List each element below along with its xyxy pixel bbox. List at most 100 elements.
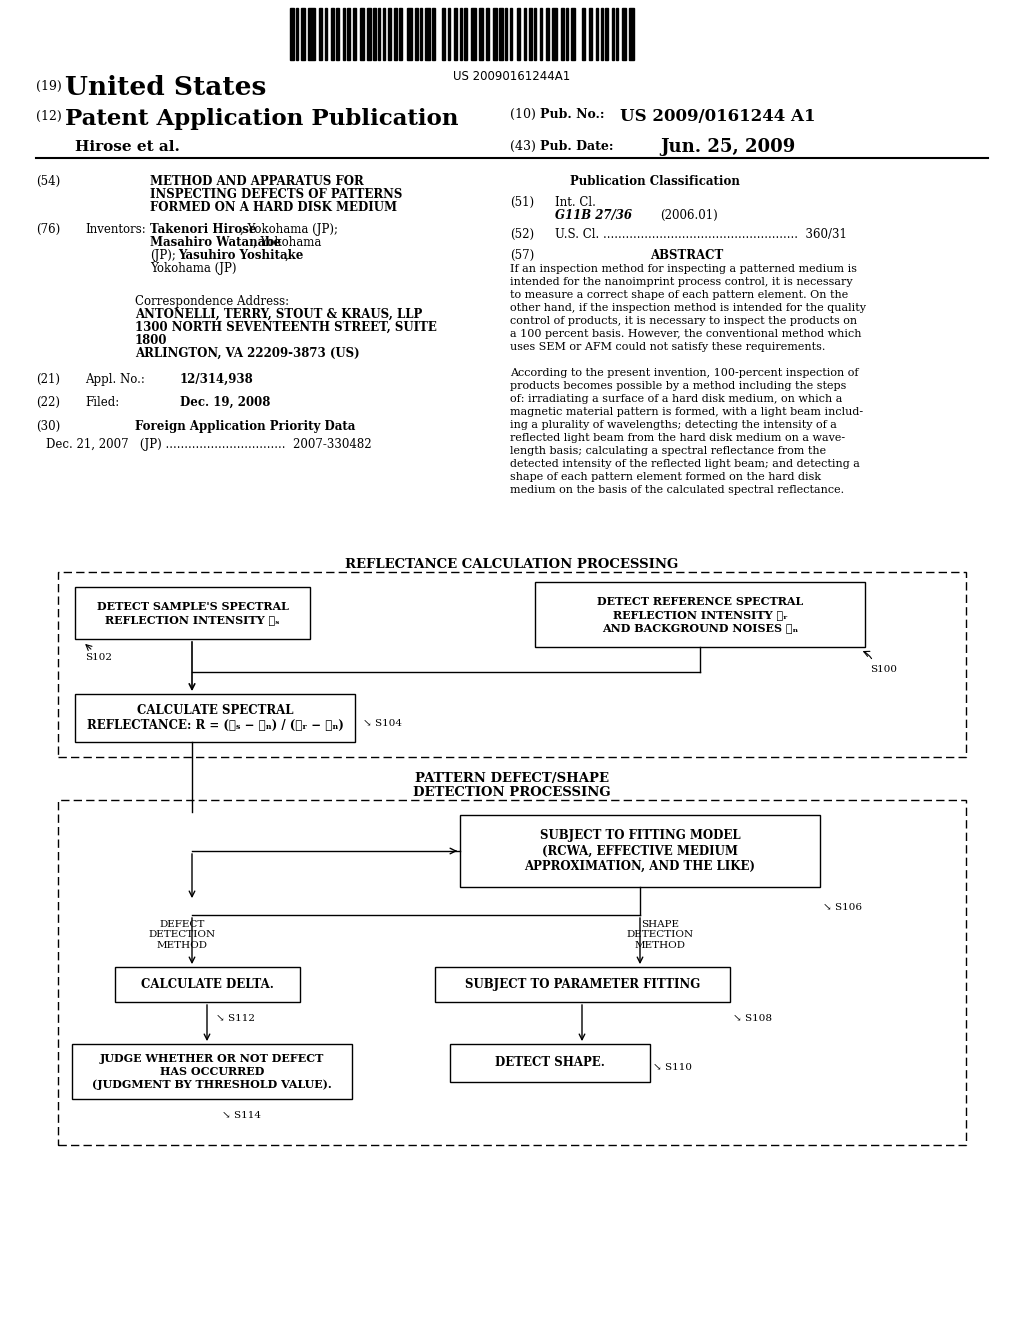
Bar xyxy=(505,8,507,59)
Bar xyxy=(336,8,339,59)
Text: DETECT REFERENCE SPECTRAL
REFLECTION INTENSITY ℓᵣ
AND BACKGROUND NOISES ℓₙ: DETECT REFERENCE SPECTRAL REFLECTION INT… xyxy=(597,597,803,632)
Bar xyxy=(499,8,503,59)
Text: (10): (10) xyxy=(510,108,536,121)
Bar xyxy=(347,8,350,59)
Bar xyxy=(535,582,865,647)
Text: METHOD AND APPARATUS FOR: METHOD AND APPARATUS FOR xyxy=(150,176,364,187)
Bar xyxy=(454,8,457,59)
Bar xyxy=(612,8,614,59)
Text: Publication Classification: Publication Classification xyxy=(570,176,740,187)
Bar xyxy=(471,8,476,59)
Text: (30): (30) xyxy=(36,420,60,433)
Text: Pub. Date:: Pub. Date: xyxy=(540,140,613,153)
Text: Masahiro Watanabe: Masahiro Watanabe xyxy=(150,236,282,249)
Text: (21): (21) xyxy=(36,374,60,385)
Bar xyxy=(552,8,557,59)
Text: Takenori Hirose: Takenori Hirose xyxy=(150,223,256,236)
Text: FORMED ON A HARD DISK MEDIUM: FORMED ON A HARD DISK MEDIUM xyxy=(150,201,397,214)
Text: CALCULATE SPECTRAL
REFLECTANCE: R = (ℓₛ − ℓₙ) / (ℓᵣ − ℓₙ): CALCULATE SPECTRAL REFLECTANCE: R = (ℓₛ … xyxy=(87,704,343,733)
Text: Dec. 19, 2008: Dec. 19, 2008 xyxy=(180,396,270,409)
Text: ↘ S112: ↘ S112 xyxy=(215,1014,255,1023)
Bar xyxy=(58,572,966,756)
Bar xyxy=(383,8,385,59)
Text: US 20090161244A1: US 20090161244A1 xyxy=(454,70,570,83)
Bar xyxy=(432,8,435,59)
Bar xyxy=(629,8,634,59)
Text: JUDGE WHETHER OR NOT DEFECT
HAS OCCURRED
(JUDGMENT BY THRESHOLD VALUE).: JUDGE WHETHER OR NOT DEFECT HAS OCCURRED… xyxy=(92,1053,332,1090)
Bar xyxy=(343,8,345,59)
Text: SHAPE
DETECTION
METHOD: SHAPE DETECTION METHOD xyxy=(627,920,693,950)
Bar xyxy=(373,8,376,59)
Text: ↘ S104: ↘ S104 xyxy=(362,718,402,727)
Bar xyxy=(589,8,592,59)
Bar xyxy=(290,8,294,59)
Text: magnetic material pattern is formed, with a light beam includ-: magnetic material pattern is formed, wit… xyxy=(510,407,863,417)
Bar xyxy=(331,8,334,59)
Text: S102: S102 xyxy=(85,653,112,663)
Bar xyxy=(378,8,380,59)
Text: (2006.01): (2006.01) xyxy=(660,209,718,222)
Bar xyxy=(319,8,322,59)
Text: Dec. 21, 2007   (JP) ................................  2007-330482: Dec. 21, 2007 (JP) .....................… xyxy=(46,438,372,451)
Text: Jun. 25, 2009: Jun. 25, 2009 xyxy=(660,139,796,156)
Bar xyxy=(566,8,568,59)
Text: PATTERN DEFECT/SHAPE: PATTERN DEFECT/SHAPE xyxy=(415,772,609,785)
Bar xyxy=(72,1044,352,1100)
Bar xyxy=(486,8,489,59)
Bar xyxy=(510,8,512,59)
Text: US 2009/0161244 A1: US 2009/0161244 A1 xyxy=(620,108,815,125)
Bar xyxy=(622,8,626,59)
Bar xyxy=(399,8,402,59)
Text: United States: United States xyxy=(65,75,266,100)
Bar xyxy=(308,8,315,59)
Text: If an inspection method for inspecting a patterned medium is: If an inspection method for inspecting a… xyxy=(510,264,857,275)
Text: Foreign Application Priority Data: Foreign Application Priority Data xyxy=(135,420,355,433)
Text: Int. Cl.: Int. Cl. xyxy=(555,195,596,209)
Text: Correspondence Address:: Correspondence Address: xyxy=(135,294,289,308)
Text: reflected light beam from the hard disk medium on a wave-: reflected light beam from the hard disk … xyxy=(510,433,845,444)
Text: SUBJECT TO PARAMETER FITTING: SUBJECT TO PARAMETER FITTING xyxy=(465,978,700,991)
Text: products becomes possible by a method including the steps: products becomes possible by a method in… xyxy=(510,381,847,391)
Bar xyxy=(407,8,412,59)
Text: DEFECT
DETECTION
METHOD: DEFECT DETECTION METHOD xyxy=(148,920,216,950)
Text: 12/314,938: 12/314,938 xyxy=(180,374,254,385)
Text: According to the present invention, 100-percent inspection of: According to the present invention, 100-… xyxy=(510,368,858,378)
Text: Filed:: Filed: xyxy=(85,396,119,409)
Bar xyxy=(464,8,467,59)
Text: a 100 percent basis. However, the conventional method which: a 100 percent basis. However, the conven… xyxy=(510,329,861,339)
Text: ABSTRACT: ABSTRACT xyxy=(650,249,723,261)
Text: other hand, if the inspection method is intended for the quality: other hand, if the inspection method is … xyxy=(510,304,866,313)
Bar xyxy=(435,968,730,1002)
Text: control of products, it is necessary to inspect the products on: control of products, it is necessary to … xyxy=(510,315,857,326)
Text: Yokohama (JP): Yokohama (JP) xyxy=(150,261,237,275)
Text: Inventors:: Inventors: xyxy=(85,223,145,236)
Text: INSPECTING DEFECTS OF PATTERNS: INSPECTING DEFECTS OF PATTERNS xyxy=(150,187,402,201)
Bar xyxy=(360,8,364,59)
Bar xyxy=(58,800,966,1144)
Bar xyxy=(596,8,598,59)
Text: intended for the nanoimprint process control, it is necessary: intended for the nanoimprint process con… xyxy=(510,277,853,286)
Bar xyxy=(616,8,618,59)
Bar xyxy=(353,8,356,59)
Bar xyxy=(479,8,483,59)
Text: DETECTION PROCESSING: DETECTION PROCESSING xyxy=(414,785,610,799)
Bar xyxy=(561,8,564,59)
Text: uses SEM or AFM could not satisfy these requirements.: uses SEM or AFM could not satisfy these … xyxy=(510,342,825,352)
Bar xyxy=(75,694,355,742)
Bar xyxy=(449,8,450,59)
Text: (52): (52) xyxy=(510,228,535,242)
Text: (57): (57) xyxy=(510,249,535,261)
Bar xyxy=(601,8,603,59)
Text: CALCULATE DELTA.: CALCULATE DELTA. xyxy=(141,978,274,991)
Text: to measure a correct shape of each pattern element. On the: to measure a correct shape of each patte… xyxy=(510,290,848,300)
Bar xyxy=(534,8,536,59)
Text: SUBJECT TO FITTING MODEL
(RCWA, EFFECTIVE MEDIUM
APPROXIMATION, AND THE LIKE): SUBJECT TO FITTING MODEL (RCWA, EFFECTIV… xyxy=(524,829,756,873)
Text: DETECT SHAPE.: DETECT SHAPE. xyxy=(495,1056,605,1069)
Text: ing a plurality of wavelengths; detecting the intensity of a: ing a plurality of wavelengths; detectin… xyxy=(510,420,837,430)
Bar xyxy=(367,8,371,59)
Bar xyxy=(450,1044,650,1082)
Bar xyxy=(388,8,391,59)
Bar xyxy=(442,8,445,59)
Bar xyxy=(493,8,497,59)
Text: shape of each pattern element formed on the hard disk: shape of each pattern element formed on … xyxy=(510,473,821,482)
